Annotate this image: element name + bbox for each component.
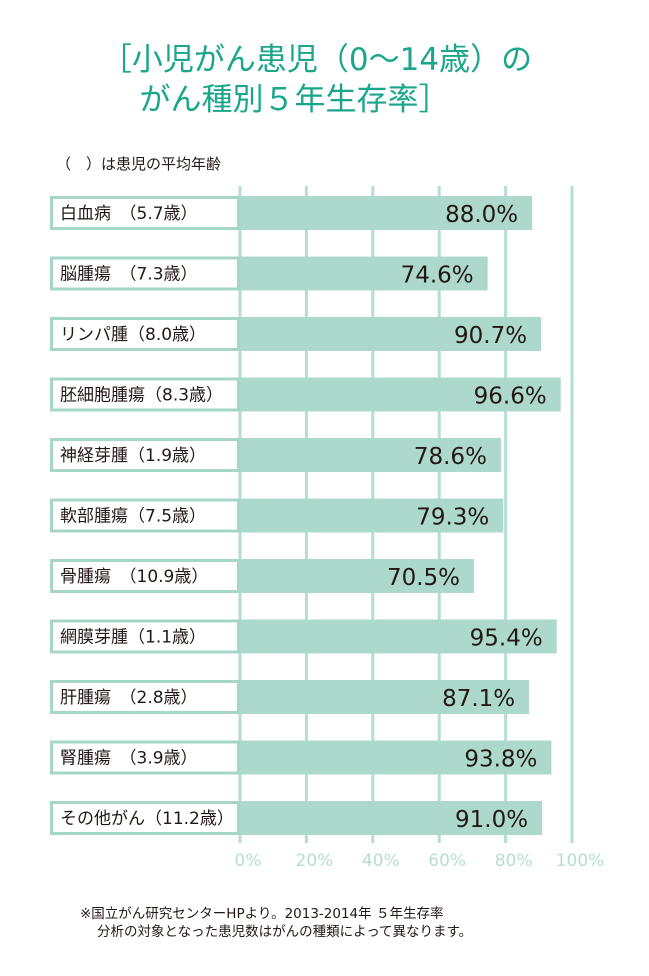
category-label-box [50,377,240,412]
bar [240,377,561,412]
category-label: リンパ腫（8.0歳） [60,325,206,345]
category-label: 神経芽腫（1.9歳） [60,446,206,466]
category-label-box [50,256,240,291]
chart-title-line1: ［小児がん患児（0〜14歳）の [100,42,533,78]
category-label-box [50,317,240,351]
chart-title-line2: がん種別５年生存率］ [139,82,450,118]
bar-chart: 0% 20% 40% 60% 80% 100% 白血病 （5.7歳） 88.0% 脳腫瘍 （7.… [50,186,605,871]
category-label: 胚細胞腫瘍（8.3歳） [60,386,223,406]
x-tick-label: 80% [495,851,533,871]
bar [240,559,475,593]
x-tick-label: 20% [296,851,334,871]
value-label: 95.4% [470,626,543,652]
category-label-box [50,498,240,533]
footnote-line1: ※国立がん研究センターHPより。2013-2014年 ５年生存率 [80,906,444,922]
value-label: 96.6% [474,384,547,410]
bar [240,740,552,775]
bar [240,498,504,533]
x-tick-label: 60% [428,851,466,871]
category-label: 白血病 （5.7歳） [60,204,198,224]
value-label: 88.0% [445,202,518,228]
x-tick-label: 100% [556,851,605,871]
category-label-box [50,559,240,593]
bar [240,801,543,835]
value-label: 91.0% [455,807,528,833]
category-label: 腎腫瘍 （3.9歳） [60,749,198,769]
age-note: （ ）は患児の平均年齢 [56,155,222,173]
category-label-box [50,801,240,835]
bar [240,438,501,472]
footnote: ※国立がん研究センターHPより。2013-2014年 ５年生存率 分析の対象とな… [80,905,472,941]
category-label: その他がん（11.2歳） [60,809,234,829]
category-label-box [50,438,240,472]
value-label: 87.1% [442,686,515,712]
value-label: 74.6% [401,263,474,289]
value-label: 70.5% [387,565,460,591]
category-label: 脳腫瘍 （7.3歳） [60,265,198,285]
bar [240,196,533,230]
bar [240,317,542,351]
value-label: 90.7% [454,323,527,349]
value-label: 78.6% [414,444,487,470]
category-label: 肝腫瘍 （2.8歳） [60,688,198,708]
value-label: 93.8% [464,747,537,773]
category-label: 軟部腫瘍（7.5歳） [60,507,206,527]
value-label: 79.3% [416,505,489,531]
bar [240,256,488,291]
category-label: 網膜芽腫（1.1歳） [60,628,206,648]
category-label-box [50,196,240,230]
x-tick-label: 0% [235,851,262,871]
bar [240,619,557,654]
bar [240,680,530,714]
category-label-box [50,740,240,775]
category-label: 骨腫瘍 （10.9歳） [60,567,208,587]
category-label-box [50,680,240,714]
footnote-line2: 分析の対象となった患児数はがんの種類によって異なります。 [97,924,473,940]
x-tick-label: 40% [362,851,400,871]
category-label-box [50,619,240,654]
